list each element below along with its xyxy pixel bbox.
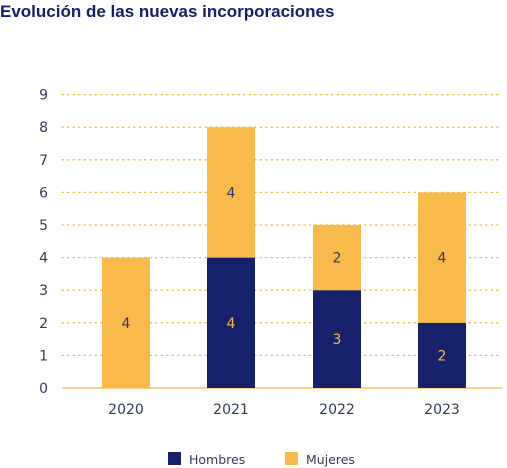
x-tick-label: 2022 (319, 402, 355, 418)
data-label: 3 (333, 332, 342, 348)
y-tick-label: 9 (39, 88, 48, 104)
bar-mujeres-2022 (313, 225, 361, 291)
bar-mujeres-2023 (418, 192, 466, 323)
y-tick-label: 0 (39, 381, 48, 397)
data-label: 2 (438, 348, 447, 364)
y-tick-label: 7 (39, 153, 48, 169)
y-tick-label: 1 (39, 348, 48, 364)
y-tick-label: 3 (39, 283, 48, 299)
y-tick-label: 2 (39, 316, 48, 332)
x-tick-label: 2021 (213, 402, 249, 418)
legend-label-hombres: Hombres (189, 452, 245, 467)
data-label: 4 (122, 316, 131, 332)
chart-title: Evolución de las nuevas incorporaciones (0, 2, 335, 21)
data-label: 4 (438, 251, 447, 267)
y-tick-label: 6 (39, 185, 48, 201)
legend-label-mujeres: Mujeres (306, 452, 355, 467)
y-tick-label: 4 (39, 251, 48, 267)
data-label: 4 (227, 185, 236, 201)
bar-mujeres-2021 (207, 127, 255, 258)
bar-hombres-2021 (207, 257, 255, 388)
x-tick-label: 2020 (108, 402, 144, 418)
y-tick-label: 5 (39, 218, 48, 234)
legend-swatch-mujeres (285, 452, 298, 465)
data-label: 2 (333, 251, 342, 267)
y-tick-label: 8 (39, 120, 48, 136)
bar-hombres-2023 (418, 322, 466, 388)
legend-swatch-hombres (168, 452, 181, 465)
x-tick-label: 2023 (424, 402, 460, 418)
bar-mujeres-2020 (102, 257, 150, 388)
bar-hombres-2022 (313, 290, 361, 388)
data-label: 4 (227, 316, 236, 332)
